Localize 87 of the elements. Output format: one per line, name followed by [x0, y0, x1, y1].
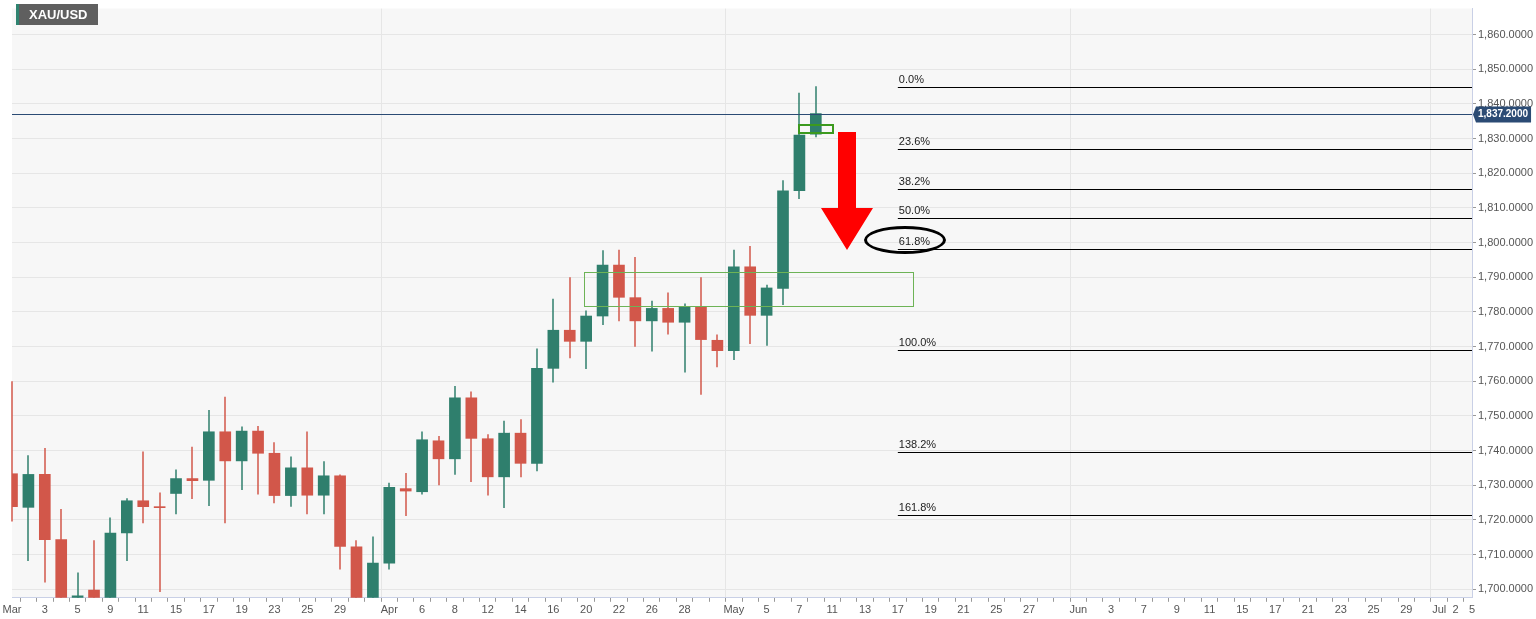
y-tick-label: 1,840.0000	[1478, 96, 1534, 109]
candlestick	[186, 445, 199, 500]
x-tick-label: 16	[547, 603, 560, 616]
y-tick-label: 1,810.0000	[1478, 200, 1534, 213]
candlestick	[629, 256, 642, 348]
annotation: 100.0%	[898, 335, 937, 348]
x-tick-label: 17	[891, 603, 904, 616]
x-tick-label: 29	[333, 603, 347, 616]
x-tick-label: 5	[74, 603, 81, 616]
candlestick	[317, 460, 330, 516]
x-tick-label: 11	[826, 603, 838, 616]
y-tick-label: 1,860.0000	[1478, 27, 1534, 40]
x-tick-label: 11	[1203, 603, 1216, 616]
y-tick-label: 1,730.0000	[1478, 478, 1534, 491]
x-tick-label: 20	[580, 603, 593, 616]
x-tick-label: 7	[796, 603, 803, 616]
x-tick-label: 9	[1173, 603, 1180, 616]
y-tick-label: 1,740.0000	[1478, 443, 1534, 456]
x-tick-label: 14	[514, 603, 527, 616]
y-tick-label: 1,820.0000	[1478, 166, 1534, 179]
x-tick-label: 12	[481, 603, 494, 616]
x-tick-label: 28	[678, 603, 691, 616]
y-tick-label: 1,760.0000	[1478, 374, 1534, 387]
candlestick	[88, 539, 100, 599]
candlestick	[432, 435, 445, 486]
y-tick-label: 1,710.0000	[1478, 547, 1534, 560]
y-tick-label: 1,750.0000	[1478, 408, 1534, 421]
x-tick-label: Jul	[1432, 603, 1447, 616]
annotation: 38.2%	[898, 174, 931, 187]
annotation: 61.8%	[898, 234, 931, 247]
x-tick-label: 8	[451, 603, 458, 616]
ref-line-label: 1,837.2000	[1478, 108, 1529, 120]
x-tick-label: 3	[41, 603, 48, 616]
x-tick-label: 17	[1269, 603, 1282, 616]
y-tick-label: 1,830.0000	[1478, 131, 1534, 144]
x-tick-label: 27	[1022, 603, 1036, 616]
x-tick-label: 22	[612, 603, 626, 616]
annotation: 50.0%	[898, 203, 931, 216]
x-tick-label: 13	[858, 603, 872, 616]
x-tick-label: 17	[202, 603, 215, 616]
x-tick-label: 19	[924, 603, 937, 616]
annotation: 23.6%	[898, 134, 931, 147]
x-tick-label: 5	[763, 603, 770, 616]
x-tick-label: 25	[301, 603, 314, 616]
x-tick-label: Mar	[2, 603, 22, 616]
x-tick-label: 26	[645, 603, 658, 616]
x-tick-label: 29	[1400, 603, 1413, 616]
x-tick-label: Apr	[380, 603, 399, 616]
y-tick-label: 1,780.0000	[1478, 304, 1534, 317]
x-tick-label: 11	[137, 603, 149, 616]
candlestick	[662, 291, 675, 336]
x-tick-label: 15	[169, 603, 183, 616]
annotation: 0.0%	[898, 72, 925, 85]
y-tick-label: 1,850.0000	[1478, 62, 1534, 75]
candlestick	[563, 276, 576, 360]
y-tick-label: 1,720.0000	[1478, 512, 1534, 525]
candlestick	[678, 302, 691, 374]
x-tick-label: 6	[419, 603, 426, 616]
y-tick-label: 1,790.0000	[1478, 270, 1534, 283]
x-tick-label: 7	[1140, 603, 1147, 616]
x-tick-label: 2	[1452, 603, 1459, 616]
x-tick-label: 15	[1236, 603, 1249, 616]
x-tick-label: 21	[1301, 603, 1315, 616]
x-tick-label: 25	[990, 603, 1003, 616]
candlestick	[137, 450, 150, 525]
x-tick-label: May	[723, 603, 745, 616]
candlestick	[645, 300, 658, 353]
x-tick-label: 23	[268, 603, 281, 616]
candlestick	[399, 472, 412, 517]
candlestick	[252, 425, 264, 496]
y-tick-label: 1,800.0000	[1478, 235, 1534, 248]
x-tick-label: 25	[1367, 603, 1380, 616]
y-tick-label: 1,700.0000	[1478, 582, 1534, 595]
x-tick-label: 9	[107, 603, 114, 616]
x-tick-label: 3	[1108, 603, 1115, 616]
y-tick-label: 1,770.0000	[1478, 339, 1534, 352]
annotation: 138.2%	[898, 437, 937, 450]
chart-title: XAU/USD	[16, 4, 98, 25]
x-tick-label: 23	[1334, 603, 1347, 616]
x-tick-label: 19	[235, 603, 248, 616]
candlestick	[711, 333, 724, 369]
x-tick-label: Jun	[1069, 603, 1088, 616]
x-tick-label: 21	[957, 603, 970, 616]
x-tick-label: 5	[1468, 603, 1476, 616]
annotation: 161.8%	[898, 500, 937, 513]
candlestick	[170, 468, 182, 516]
candlestick	[153, 491, 166, 593]
